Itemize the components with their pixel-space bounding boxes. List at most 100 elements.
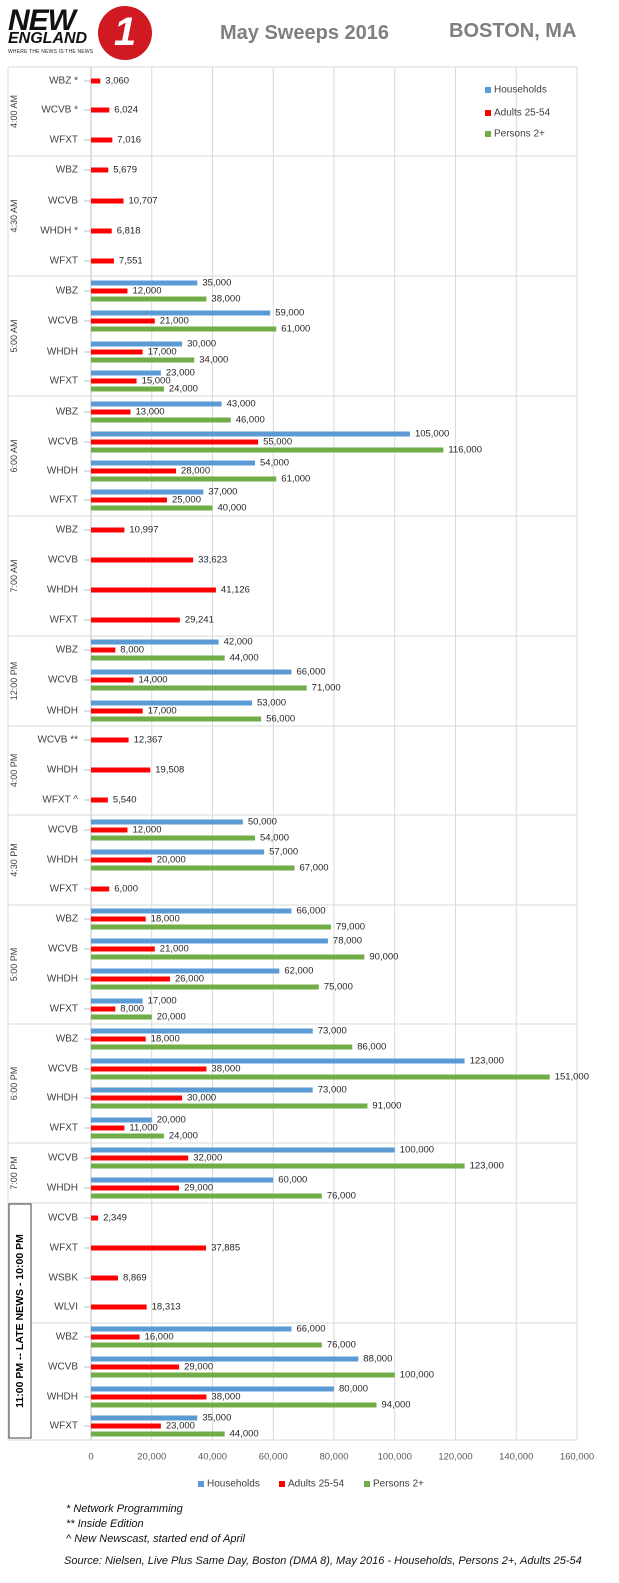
data-label: 8,000 (120, 1004, 144, 1015)
data-label: 19,508 (155, 765, 184, 776)
source-note: Source: Nielsen, Live Plus Same Day, Bos… (64, 1555, 582, 1567)
data-label: 20,000 (157, 855, 186, 866)
persons-2plus-bar (91, 296, 207, 302)
data-label: 29,000 (184, 1183, 213, 1194)
station-label: WCVB (48, 944, 78, 955)
chart-title: May Sweeps 2016 (220, 22, 389, 44)
data-label: 35,000 (202, 278, 231, 289)
station-label: WFXT (50, 1421, 78, 1432)
data-label: 21,000 (160, 316, 189, 327)
adults-25-54-bar (91, 78, 101, 84)
data-label: 10,997 (129, 525, 158, 536)
persons-2plus-bar (91, 1342, 322, 1348)
legend-persons-2plus-swatch (364, 1481, 370, 1487)
persons-2plus-bar (91, 1014, 152, 1020)
station-label: WBZ (56, 1034, 78, 1045)
station-label: WFXT (50, 884, 78, 895)
station-label: WCVB (48, 1362, 78, 1373)
adults-25-54-bar (91, 497, 167, 503)
adults-25-54-bar (91, 1215, 99, 1221)
data-label: 55,000 (263, 437, 292, 448)
persons-2plus-bar (91, 447, 444, 453)
households-bar (91, 1058, 465, 1064)
adults-25-54-bar (91, 318, 155, 324)
data-label: 86,000 (357, 1042, 386, 1053)
adults-25-54-bar (91, 1006, 116, 1012)
households-bar (91, 341, 183, 347)
time-slot-label: 7:00 AM (9, 559, 19, 592)
adults-25-54-bar (91, 827, 128, 833)
x-tick-label: 60,000 (259, 1452, 288, 1463)
data-label: 6,818 (117, 226, 141, 237)
households-bar (91, 669, 292, 675)
time-slot-label: 4:30 AM (9, 199, 19, 232)
data-label: 79,000 (336, 922, 365, 933)
data-label: 43,000 (227, 399, 256, 410)
households-bar (91, 1028, 313, 1034)
station-label: WSBK (49, 1273, 79, 1284)
adults-25-54-bar (91, 468, 177, 474)
station-label: WFXT (50, 376, 78, 387)
data-label: 71,000 (312, 683, 341, 694)
data-label: 123,000 (470, 1161, 504, 1172)
station-label: WHDH (47, 1183, 78, 1194)
data-label: 57,000 (269, 847, 298, 858)
adults-25-54-bar (91, 1095, 183, 1101)
data-label: 28,000 (181, 466, 210, 477)
x-tick-label: 160,000 (560, 1452, 594, 1463)
data-label: 11,000 (129, 1123, 157, 1134)
adults-25-54-bar (91, 349, 143, 355)
adults-25-54-bar (91, 1275, 118, 1281)
station-label: WBZ (56, 286, 78, 297)
data-label: 66,000 (296, 1324, 325, 1335)
data-label: 50,000 (248, 817, 277, 828)
header: 1 NEW ENGLAND WHERE THE NEWS IS THE NEWS… (0, 0, 619, 62)
station-label: WFXT (50, 615, 78, 626)
x-tick-label: 120,000 (438, 1452, 472, 1463)
households-bar (91, 280, 198, 286)
adults-25-54-bar (91, 1364, 180, 1370)
data-label: 5,540 (113, 795, 137, 806)
adults-25-54-bar (91, 737, 129, 743)
data-label: 15,000 (142, 376, 171, 387)
adults-25-54-bar (91, 857, 152, 863)
data-label: 29,000 (184, 1362, 213, 1373)
persons-2plus-bar (91, 357, 195, 363)
data-label: 13,000 (135, 407, 164, 418)
persons-2plus-bar (91, 505, 213, 511)
data-label: 3,060 (105, 76, 129, 87)
adults-25-54-bar (91, 1155, 189, 1161)
persons-2plus-bar (91, 1133, 164, 1139)
station-label: WBZ * (49, 76, 78, 87)
data-label: 61,000 (281, 474, 310, 485)
station-label: WLVI (54, 1302, 78, 1313)
data-label: 23,000 (166, 368, 195, 379)
legend-adults-25-54-bottom: Adults 25-54 (288, 1479, 345, 1490)
households-bar (91, 431, 410, 437)
adults-25-54-bar (91, 767, 151, 773)
persons-2plus-bar (91, 476, 277, 482)
data-label: 17,000 (148, 706, 177, 717)
station-label: WBZ (56, 525, 78, 536)
station-label: WBZ (56, 914, 78, 925)
station-label: WHDH (47, 706, 78, 717)
persons-2plus-bar (91, 1402, 377, 1408)
data-label: 5,679 (113, 165, 137, 176)
adults-25-54-bar (91, 647, 116, 653)
households-bar (91, 1087, 313, 1093)
data-label: 12,000 (132, 286, 161, 297)
adults-25-54-bar (91, 137, 113, 143)
time-slot-label: 4:00 PM (9, 754, 19, 788)
households-bar (91, 489, 204, 495)
persons-2plus-bar (91, 984, 319, 990)
adults-25-54-bar (91, 1185, 180, 1191)
adults-25-54-bar (91, 107, 110, 113)
persons-2plus-bar (91, 1372, 395, 1378)
logo-tagline: WHERE THE NEWS IS THE NEWS (8, 49, 94, 55)
data-label: 24,000 (169, 384, 198, 395)
time-slot-label: 4:00 AM (9, 95, 19, 128)
data-label: 91,000 (372, 1101, 401, 1112)
households-bar (91, 1326, 292, 1332)
station-label: WHDH (47, 765, 78, 776)
data-label: 76,000 (327, 1191, 356, 1202)
